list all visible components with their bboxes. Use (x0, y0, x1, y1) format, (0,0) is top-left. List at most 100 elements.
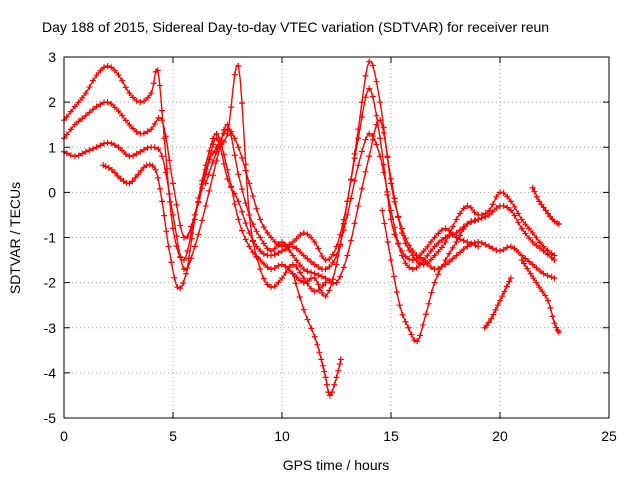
data-point (111, 104, 118, 111)
data-point (493, 247, 500, 254)
data-point (518, 216, 525, 223)
data-point (130, 152, 137, 159)
data-point (213, 135, 220, 142)
data-point (431, 279, 438, 286)
data-point (348, 176, 355, 183)
data-point (475, 239, 482, 246)
data-point (300, 266, 307, 273)
data-point (300, 229, 307, 236)
data-point (82, 90, 89, 97)
data-point (417, 332, 424, 339)
data-point (102, 163, 109, 170)
data-point (438, 244, 445, 251)
data-point (318, 273, 325, 280)
data-point (402, 318, 409, 325)
data-point (308, 285, 315, 292)
data-point (130, 125, 137, 132)
data-point (323, 381, 330, 388)
data-point (337, 231, 344, 238)
data-point (271, 251, 278, 258)
data-point (260, 224, 267, 231)
data-point (333, 374, 340, 381)
data-point (257, 234, 264, 241)
data-point (119, 112, 126, 119)
data-point (355, 126, 362, 133)
data-point (402, 235, 409, 242)
data-point (195, 231, 202, 238)
data-point (526, 225, 533, 232)
data-point (384, 239, 391, 246)
data-point (289, 252, 296, 259)
data-point (471, 239, 478, 246)
data-point (536, 245, 543, 252)
data-point (526, 235, 533, 242)
data-point (257, 266, 264, 273)
data-point (539, 288, 546, 295)
data-point (511, 245, 518, 252)
data-point (489, 245, 496, 252)
data-point (373, 78, 380, 85)
y-tick-label: -4 (44, 365, 57, 381)
data-point (408, 331, 415, 338)
data-point (90, 145, 97, 152)
data-point (318, 253, 325, 260)
data-point (292, 280, 299, 287)
data-point (249, 193, 256, 200)
data-point (206, 156, 213, 163)
data-point (231, 201, 238, 208)
data-point (362, 94, 369, 101)
x-tick-label: 0 (60, 428, 68, 444)
data-point (304, 231, 311, 238)
data-point (71, 121, 78, 128)
data-point (296, 293, 303, 300)
data-point (413, 257, 420, 264)
data-point (333, 252, 340, 259)
data-point (163, 228, 170, 235)
data-point (446, 258, 453, 265)
data-point (424, 260, 431, 267)
data-point (526, 258, 533, 265)
axis-ticks: 0 5 10 15 20 25 -5 -4 -3 -2 -1 0 1 2 3 (44, 49, 617, 444)
data-point (435, 248, 442, 255)
data-point (286, 264, 293, 271)
data-point (100, 140, 107, 147)
data-point (239, 208, 246, 215)
data-point (231, 135, 238, 142)
data-point (348, 195, 355, 202)
data-point (224, 126, 231, 133)
data-point (427, 256, 434, 263)
data-point (521, 260, 528, 267)
data-point (202, 180, 209, 187)
data-point (235, 216, 242, 223)
data-point (235, 144, 242, 151)
data-point (507, 207, 514, 214)
data-point (489, 201, 496, 208)
data-point (104, 99, 111, 106)
data-point (318, 356, 325, 363)
data-point (522, 221, 529, 228)
data-point (308, 269, 315, 276)
data-point (395, 240, 402, 247)
series-sat-e (202, 58, 558, 282)
data-point (149, 162, 156, 169)
data-point (150, 80, 157, 87)
data-point (453, 252, 460, 259)
data-point (166, 157, 173, 164)
data-point (500, 246, 507, 253)
data-point (358, 185, 365, 192)
series-line (63, 101, 555, 271)
data-point (381, 220, 388, 227)
data-point (322, 279, 329, 286)
data-point (104, 63, 111, 70)
data-point (422, 311, 429, 318)
data-point (478, 239, 485, 246)
data-point (518, 257, 525, 264)
data-point (199, 217, 206, 224)
data-point (257, 248, 264, 255)
data-point (336, 361, 343, 368)
data-point (435, 271, 442, 278)
data-point (405, 324, 412, 331)
data-point (326, 392, 333, 399)
data-point (315, 245, 322, 252)
data-point (331, 381, 338, 388)
